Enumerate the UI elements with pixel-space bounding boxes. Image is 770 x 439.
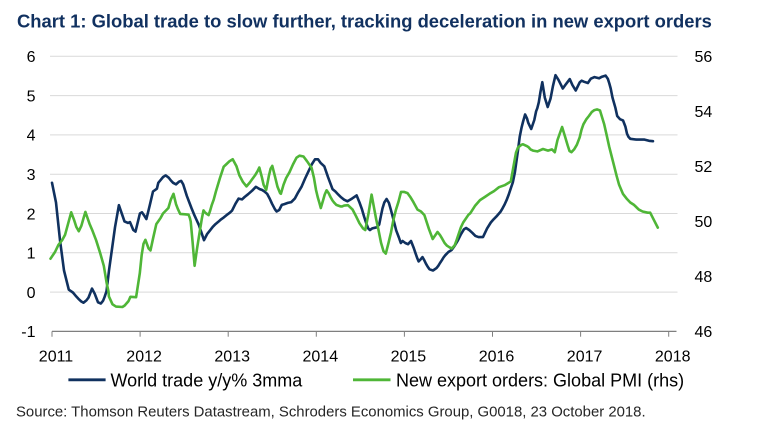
svg-text:2018: 2018 [655,349,691,366]
svg-text:World trade y/y% 3mma: World trade y/y% 3mma [111,371,304,391]
svg-text:0: 0 [27,285,36,302]
svg-text:2: 2 [27,206,36,223]
svg-text:56: 56 [695,49,713,66]
svg-text:2015: 2015 [391,349,427,366]
svg-text:2012: 2012 [126,349,162,366]
svg-text:2014: 2014 [303,349,339,366]
svg-text:48: 48 [695,269,713,286]
svg-text:6: 6 [27,49,36,66]
svg-text:52: 52 [695,159,713,176]
svg-text:46: 46 [695,324,713,341]
svg-text:-1: -1 [21,324,35,341]
svg-text:5: 5 [27,88,36,105]
svg-text:3: 3 [27,167,36,184]
svg-text:2017: 2017 [567,349,603,366]
svg-text:2016: 2016 [479,349,515,366]
svg-text:Source: Thomson Reuters Datast: Source: Thomson Reuters Datastream, Schr… [16,405,646,421]
svg-text:1: 1 [27,246,36,263]
svg-text:2013: 2013 [214,349,250,366]
svg-text:2011: 2011 [39,349,74,366]
svg-text:54: 54 [695,104,713,121]
svg-text:50: 50 [695,214,713,231]
svg-text:New export orders: Global PMI: New export orders: Global PMI (rhs) [396,371,684,391]
svg-text:4: 4 [27,128,36,145]
svg-text:Chart 1: Global trade to slow: Chart 1: Global trade to slow further, t… [17,11,712,32]
